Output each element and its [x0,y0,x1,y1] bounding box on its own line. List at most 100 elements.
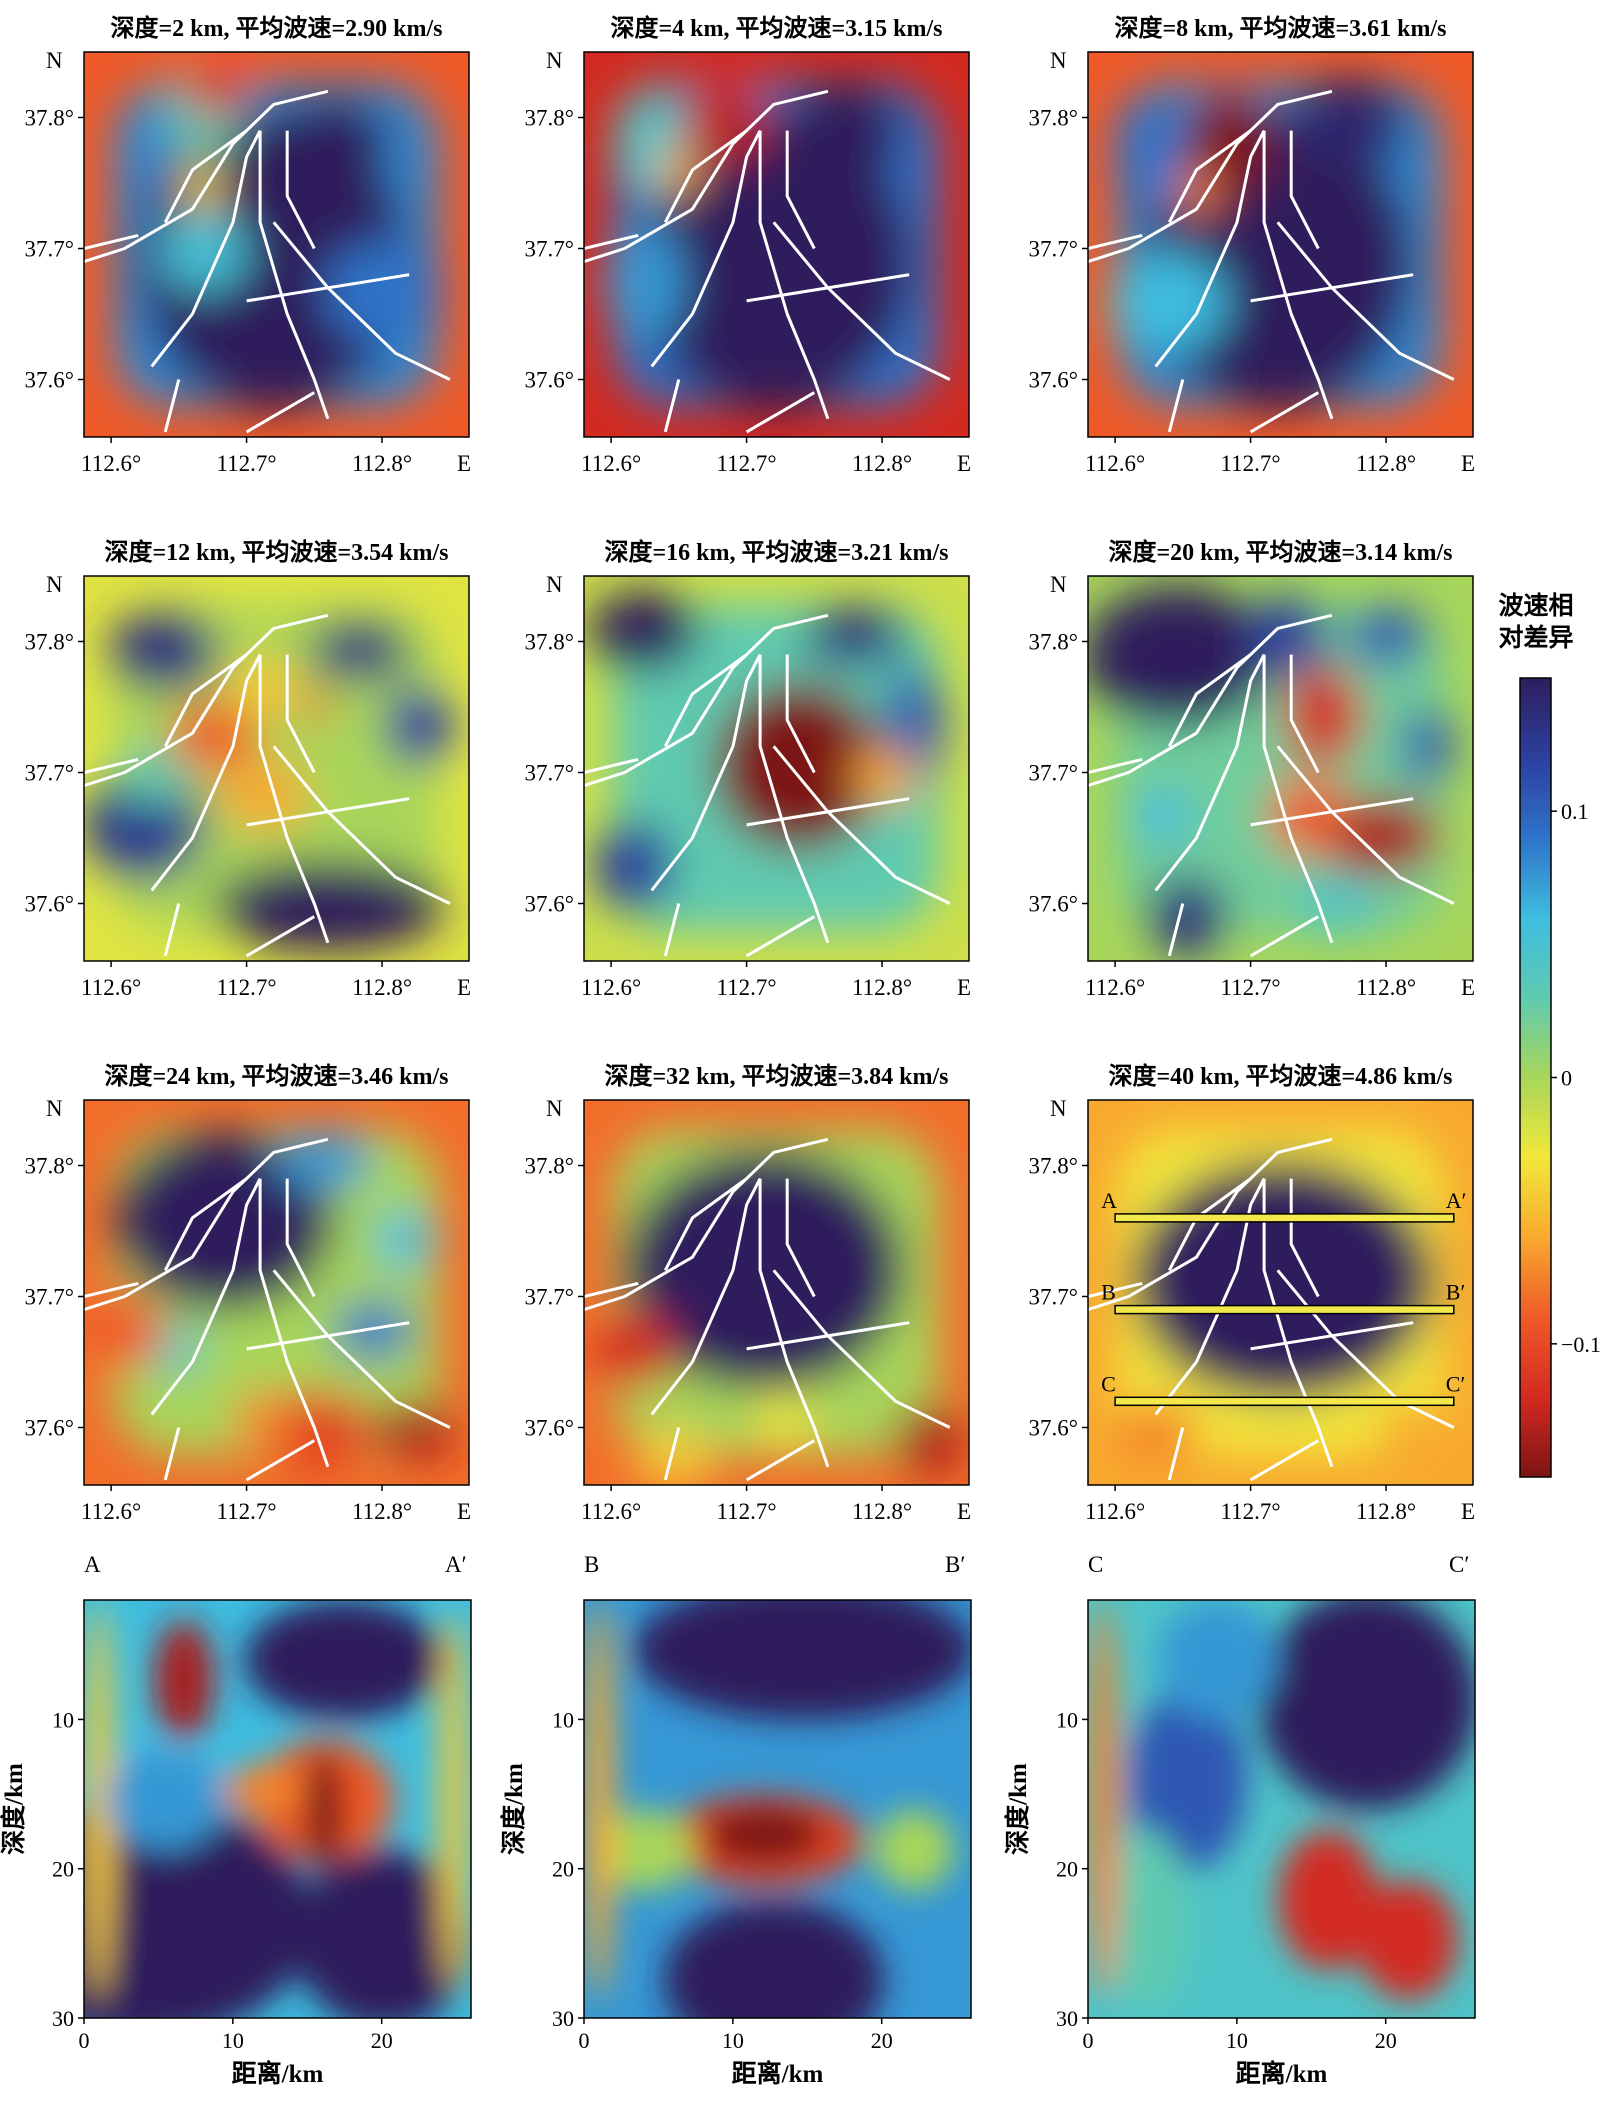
faults [584,613,951,958]
ytick-label: 37.8° [1029,106,1078,131]
ytick-label: 37.6° [1029,368,1078,393]
north-label: N [1050,1096,1067,1121]
fault-line-8 [163,379,181,433]
fault-line-6 [772,221,951,381]
profile-anomaly-6 [1158,1600,1278,1720]
fault-line-9 [745,391,816,434]
map-panel-depth-40: A A′ B B′ C C′ 深度=40 km, 平均波速=4.86 km/s N 37.8° 3… [1029,1062,1476,1524]
anomaly-1 [594,1310,674,1390]
east-label: E [957,451,971,476]
north-label: N [546,1096,563,1121]
fault-line-3 [150,129,262,368]
fault-line-1 [84,233,139,250]
fault-line-1 [584,233,639,250]
ytick-label: 37.6° [25,892,74,917]
map-frame [1087,1099,1474,1486]
xtick-label: 112.6° [81,451,141,476]
ytick-label: 37.8° [1029,1154,1078,1179]
fault-line-0 [84,89,329,264]
profile-panel-B: B B′ 0 10 20 10 20 30 距离/km 深度/km [499,1552,972,2088]
fault-line-8 [163,903,181,957]
fault-line-5 [758,654,830,944]
anomaly-3 [604,222,684,342]
ytick-label: 37.8° [525,1154,574,1179]
faults [84,89,451,434]
profile-ytick-label: 20 [552,1857,574,1882]
profile-field [1088,1600,1475,2010]
fault-line-5 [1262,1178,1334,1468]
xtick-label: 112.7° [717,451,777,476]
profile-start-label: B [584,1552,599,1577]
fault-line-5 [1262,130,1334,420]
xtick-label: 112.7° [1221,1499,1281,1524]
profile-field [584,1600,971,2018]
anomaly-9 [1133,791,1193,841]
colorbar-title-line2: 对差异 [1498,623,1573,652]
fault-line-0 [84,613,329,788]
fault-line-6 [772,1269,951,1429]
profile-label-A: A [1101,1188,1117,1213]
fault-line-2 [1167,653,1252,747]
fault-line-8 [1167,903,1185,957]
xtick-label: 112.7° [217,451,277,476]
fault-line-4 [285,130,316,250]
profile-anomaly-0 [1258,1600,1475,1810]
profile-end-label: B′ [945,1552,965,1577]
fault-line-5 [258,654,330,944]
map-frame [583,1099,970,1486]
fault-line-1 [84,1281,139,1298]
fault-line-4 [285,1178,316,1298]
profile-ytick-label: 20 [52,1857,74,1882]
north-label: N [546,48,563,73]
profile-xlabel: 距离/km [232,2059,324,2088]
xtick-label: 112.7° [217,975,277,1000]
map-title: 深度=16 km, 平均波速=3.21 km/s [604,538,948,566]
fault-line-4 [785,130,816,250]
anomaly-6 [854,746,914,806]
fault-line-0 [584,1137,829,1312]
map-panel-depth-20: 深度=20 km, 平均波速=3.14 km/s N 37.8° 37.7° 37.6°… [1029,538,1476,1000]
profile-anomaly-4 [154,1620,214,1740]
fault-line-1 [584,757,639,774]
east-label: E [957,1499,971,1524]
map-panel-depth-32: 深度=32 km, 平均波速=3.84 km/s N 37.8° 37.7° 37.6°… [525,1062,972,1524]
fault-line-4 [1289,1178,1320,1298]
profile-anomaly-8 [224,1765,304,1815]
fault-line-3 [150,653,262,892]
profile-line-A [1114,1213,1455,1223]
anomaly-1 [804,606,904,666]
anomaly-1 [334,1300,414,1360]
ytick-label: 37.6° [1029,892,1078,917]
map-title: 深度=40 km, 平均波速=4.86 km/s [1108,1062,1452,1090]
map-title: 深度=12 km, 平均波速=3.54 km/s [104,538,448,566]
fault-line-2 [163,1177,248,1271]
profile-anomaly-7 [304,1750,344,1870]
anomaly-6 [227,656,297,716]
colorbar-tick-label: 0.1 [1561,799,1589,824]
ytick-label: 37.6° [525,1416,574,1441]
profile-xtick-label: 10 [1226,2028,1248,2053]
profile-anomaly-3 [704,1805,824,1865]
fault-line-9 [1249,915,1320,958]
xtick-label: 112.8° [1356,1499,1416,1524]
profile-panels: A A′ 0 10 20 10 20 30 距离/km 深度/km B B′ 0 10 20 10 20 30 距离… [0,1552,1476,2088]
colorbar-tick-label: −0.1 [1561,1332,1601,1357]
profile-end-label: C′ [1449,1552,1469,1577]
anomaly-0 [1088,586,1273,726]
ytick-label: 37.7° [25,1285,74,1310]
fault-line-0 [1088,89,1333,264]
fault-line-8 [663,903,681,957]
profile-ytick-label: 20 [1056,1857,1078,1882]
faults [584,1137,951,1482]
map-panel-depth-8: 深度=8 km, 平均波速=3.61 km/s N 37.8° 37.7° 37.6° 1… [1029,14,1476,476]
east-label: E [957,975,971,1000]
fault-line-7 [746,273,910,303]
anomaly-0 [109,611,219,691]
fault-line-6 [1276,1269,1455,1429]
profile-anomaly-1 [84,1800,314,2018]
map-frame [583,575,970,962]
anomaly-1 [309,621,409,681]
anomaly-5 [169,701,259,771]
fault-line-5 [758,130,830,420]
profile-xlabel: 距离/km [1236,2059,1328,2088]
